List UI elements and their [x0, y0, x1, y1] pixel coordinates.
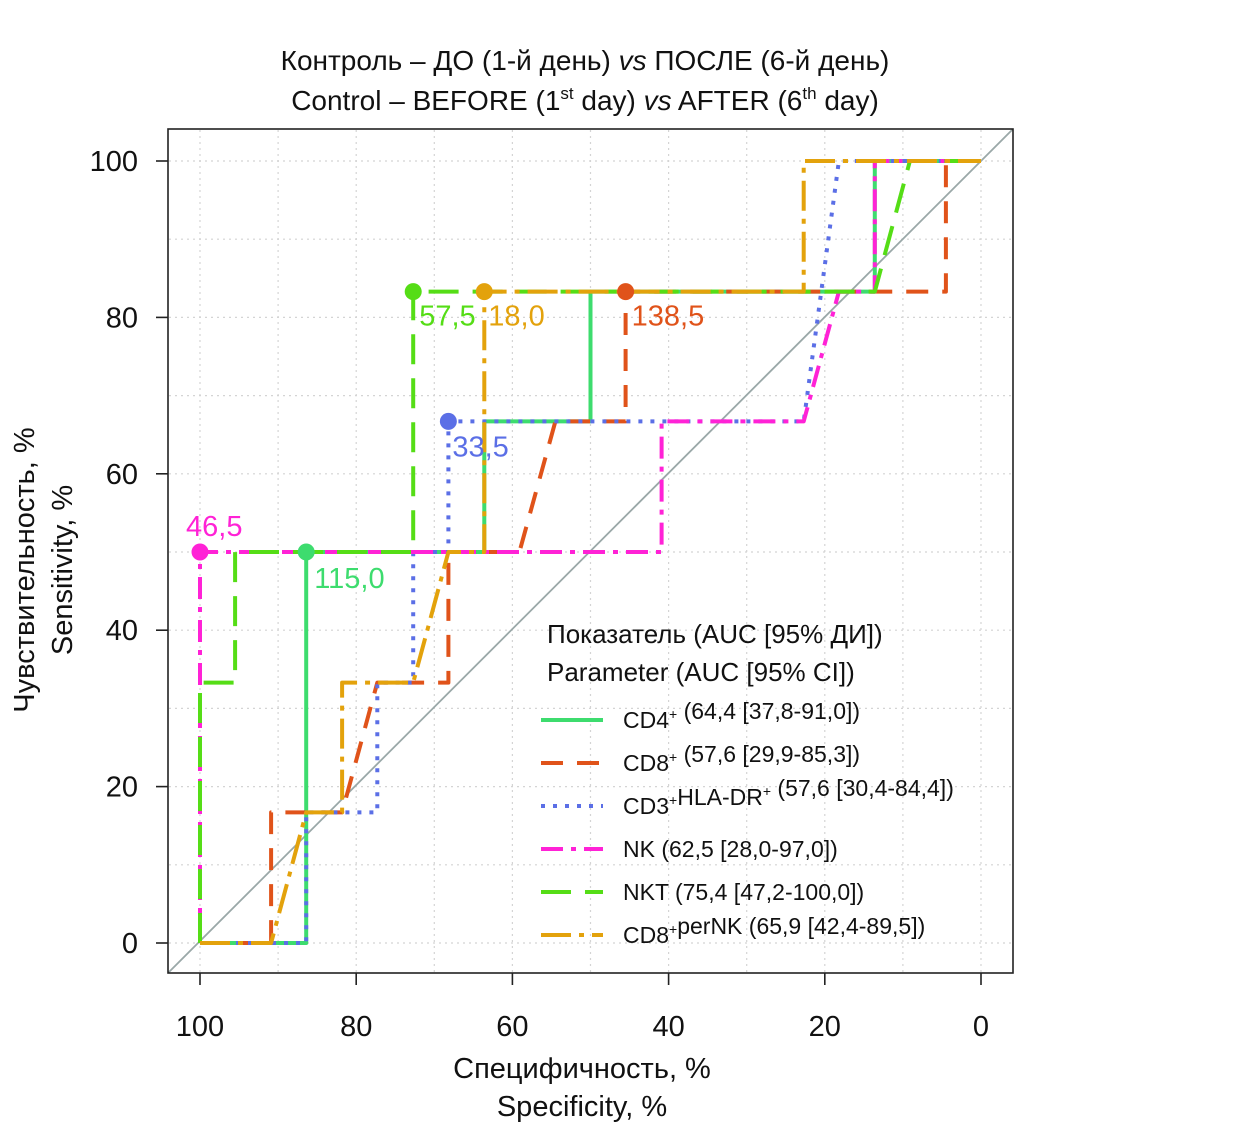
- legend-title-ru: Показатель (AUC [95% ДИ]): [547, 619, 883, 649]
- series-line-nkt: [198, 159, 981, 943]
- legend-title-en: Parameter (AUC [95% CI]): [547, 657, 855, 687]
- y-axis-label-ru: Чувствительность, %: [9, 427, 41, 712]
- threshold-point-nk: [191, 543, 209, 561]
- threshold-label-cd8: 138,5: [632, 301, 705, 333]
- y-tick-label: 60: [106, 459, 138, 491]
- y-tick-label: 0: [122, 928, 138, 960]
- threshold-label-cd8pernk: 18,0: [488, 301, 544, 333]
- x-tick-label: 40: [652, 1011, 684, 1043]
- axes: 100 80 60 40 20 0 0 20 40 60 80 100: [90, 146, 989, 1043]
- y-tick-label: 100: [90, 146, 138, 178]
- threshold-point-cd8: [617, 283, 635, 301]
- threshold-point-cd4: [297, 543, 315, 561]
- x-tick-label: 60: [496, 1011, 528, 1043]
- x-tick-label: 80: [340, 1011, 372, 1043]
- threshold-markers: 115,0 138,5 33,5 46,5 57,5 18,0: [186, 283, 704, 595]
- legend: Показатель (AUC [95% ДИ]) Parameter (AUC…: [541, 619, 954, 948]
- threshold-label-nkt: 57,5: [419, 301, 475, 333]
- legend-label-nk: NK (62,5 [28,0-97,0]): [623, 836, 838, 862]
- x-tick-label: 20: [809, 1011, 841, 1043]
- y-tick-label: 80: [106, 302, 138, 334]
- threshold-point-cd8pernk: [475, 283, 493, 301]
- y-axis-label-en: Sensitivity, %: [47, 485, 79, 655]
- threshold-point-nkt: [404, 283, 422, 301]
- series-line-nk: [198, 159, 981, 943]
- legend-label-cd8: CD8+ (57,6 [29,9-85,3]): [623, 741, 860, 776]
- threshold-label-cd4: 115,0: [314, 563, 384, 595]
- threshold-label-nk: 46,5: [186, 511, 242, 543]
- threshold-label-cd3hla: 33,5: [452, 431, 508, 463]
- legend-label-cd8pernk: CD8+perNK (65,9 [42,4-89,5]): [623, 913, 925, 948]
- x-tick-label: 0: [973, 1011, 989, 1043]
- threshold-point-cd3hla: [439, 412, 457, 430]
- series-layer: [198, 159, 981, 945]
- chart-title-en: Control – BEFORE (1st day) vs AFTER (6th…: [291, 84, 879, 116]
- series-line-cd8pernk: [200, 159, 981, 945]
- legend-label-cd4: CD4+ (64,4 [37,8-91,0]): [623, 698, 860, 733]
- x-tick-label: 100: [176, 1011, 224, 1043]
- legend-label-cd3hla: CD3+HLA-DR+ (57,6 [30,4-84,4]): [623, 775, 954, 819]
- y-tick-label: 20: [106, 772, 138, 804]
- x-axis-label-en: Specificity, %: [497, 1091, 667, 1123]
- plot-frame: [167, 128, 1014, 974]
- chart-title-ru: Контроль – ДО (1-й день) vs ПОСЛЕ (6-й д…: [281, 45, 890, 76]
- legend-entries: CD4+ (64,4 [37,8-91,0]) CD8+ (57,6 [29,9-…: [541, 698, 954, 948]
- x-axis-label-ru: Специфичность, %: [453, 1053, 711, 1085]
- legend-label-nkt: NKT (75,4 [47,2-100,0]): [623, 879, 864, 905]
- y-tick-label: 40: [106, 615, 138, 647]
